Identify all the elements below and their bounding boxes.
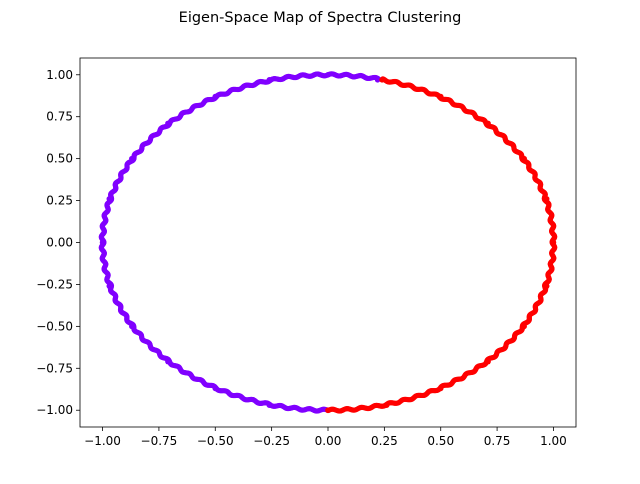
- data-point: [106, 283, 113, 289]
- x-tick-label: −0.50: [197, 434, 234, 448]
- data-point: [165, 358, 171, 365]
- y-tick-label: −1.00: [36, 403, 73, 417]
- x-tick-label: 0.50: [427, 434, 454, 448]
- y-tick-label: −0.75: [36, 361, 73, 375]
- data-point: [325, 71, 331, 78]
- data-point: [212, 385, 219, 392]
- y-tick-label: −0.50: [36, 319, 73, 333]
- points-layer: [98, 71, 558, 414]
- y-tick-label: 0.25: [46, 194, 73, 208]
- data-point: [543, 283, 550, 289]
- y-tick-label: −0.25: [36, 277, 73, 291]
- data-point: [266, 402, 273, 409]
- data-point: [106, 196, 113, 202]
- data-point: [129, 323, 135, 330]
- axes-layer: −1.00 −0.75 −0.50 −0.25 0.00 0.25 0.50 0.75 1.00…: [36, 57, 577, 448]
- data-point: [383, 402, 390, 409]
- data-point: [379, 77, 385, 83]
- data-point: [212, 93, 219, 100]
- x-tick-label: 1.00: [540, 434, 567, 448]
- data-point: [521, 155, 527, 162]
- data-point: [550, 239, 557, 246]
- x-tick-label: −0.25: [253, 434, 290, 448]
- data-point: [99, 239, 106, 246]
- chart-title: Eigen-Space Map of Spectra Clustering: [179, 10, 462, 26]
- x-tick-label: −0.75: [141, 434, 178, 448]
- x-tick-label: 0.00: [315, 434, 342, 448]
- x-tick-label: −1.00: [84, 434, 121, 448]
- data-point: [129, 155, 135, 162]
- data-point: [485, 120, 491, 127]
- x-tick-label: 0.75: [484, 434, 511, 448]
- data-point: [325, 407, 331, 414]
- data-point: [485, 358, 491, 365]
- data-point: [437, 93, 444, 100]
- y-tick-label: 0.75: [46, 110, 73, 124]
- y-tick-label: 0.00: [46, 236, 73, 250]
- data-point: [165, 120, 171, 127]
- data-point: [266, 77, 273, 83]
- data-point: [374, 77, 381, 83]
- data-point: [521, 323, 527, 330]
- y-tick-label: 0.50: [46, 152, 73, 166]
- data-point: [437, 385, 444, 392]
- x-tick-label: 0.25: [371, 434, 398, 448]
- data-point: [543, 196, 550, 202]
- y-tick-label: 1.00: [46, 68, 73, 82]
